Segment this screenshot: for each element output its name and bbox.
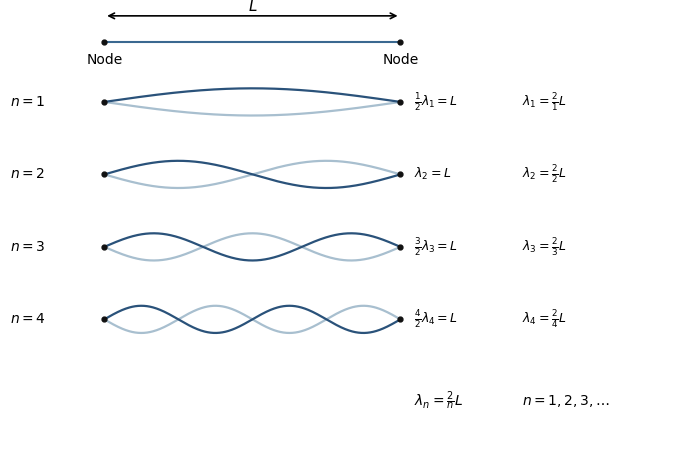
Text: Node: Node	[86, 53, 122, 67]
Text: $n = 2$: $n = 2$	[10, 168, 45, 181]
Text: $\frac{1}{2}\lambda_1 = L$: $\frac{1}{2}\lambda_1 = L$	[414, 91, 458, 113]
Text: $n = 3$: $n = 3$	[10, 240, 46, 254]
Text: $\lambda_2 = L$: $\lambda_2 = L$	[414, 166, 452, 183]
Text: $\frac{3}{2}\lambda_3 = L$: $\frac{3}{2}\lambda_3 = L$	[414, 236, 458, 258]
Text: $n = 4$: $n = 4$	[10, 313, 46, 326]
Text: $n = 1$: $n = 1$	[10, 95, 46, 109]
Text: $\lambda_n = \frac{2}{n}L$: $\lambda_n = \frac{2}{n}L$	[414, 390, 463, 412]
Text: $\lambda_3 = \frac{2}{3}L$: $\lambda_3 = \frac{2}{3}L$	[522, 236, 566, 258]
Text: $\frac{4}{2}\lambda_4 = L$: $\frac{4}{2}\lambda_4 = L$	[414, 308, 458, 330]
Text: $\lambda_1 = \frac{2}{1}L$: $\lambda_1 = \frac{2}{1}L$	[522, 91, 566, 113]
Text: $n = 1, 2, 3, \ldots$: $n = 1, 2, 3, \ldots$	[522, 393, 610, 409]
Text: $\lambda_2 = \frac{2}{2}L$: $\lambda_2 = \frac{2}{2}L$	[522, 164, 566, 185]
Text: Node: Node	[382, 53, 419, 67]
Text: $\lambda_4 = \frac{2}{4}L$: $\lambda_4 = \frac{2}{4}L$	[522, 308, 566, 330]
Text: $L$: $L$	[248, 0, 257, 14]
